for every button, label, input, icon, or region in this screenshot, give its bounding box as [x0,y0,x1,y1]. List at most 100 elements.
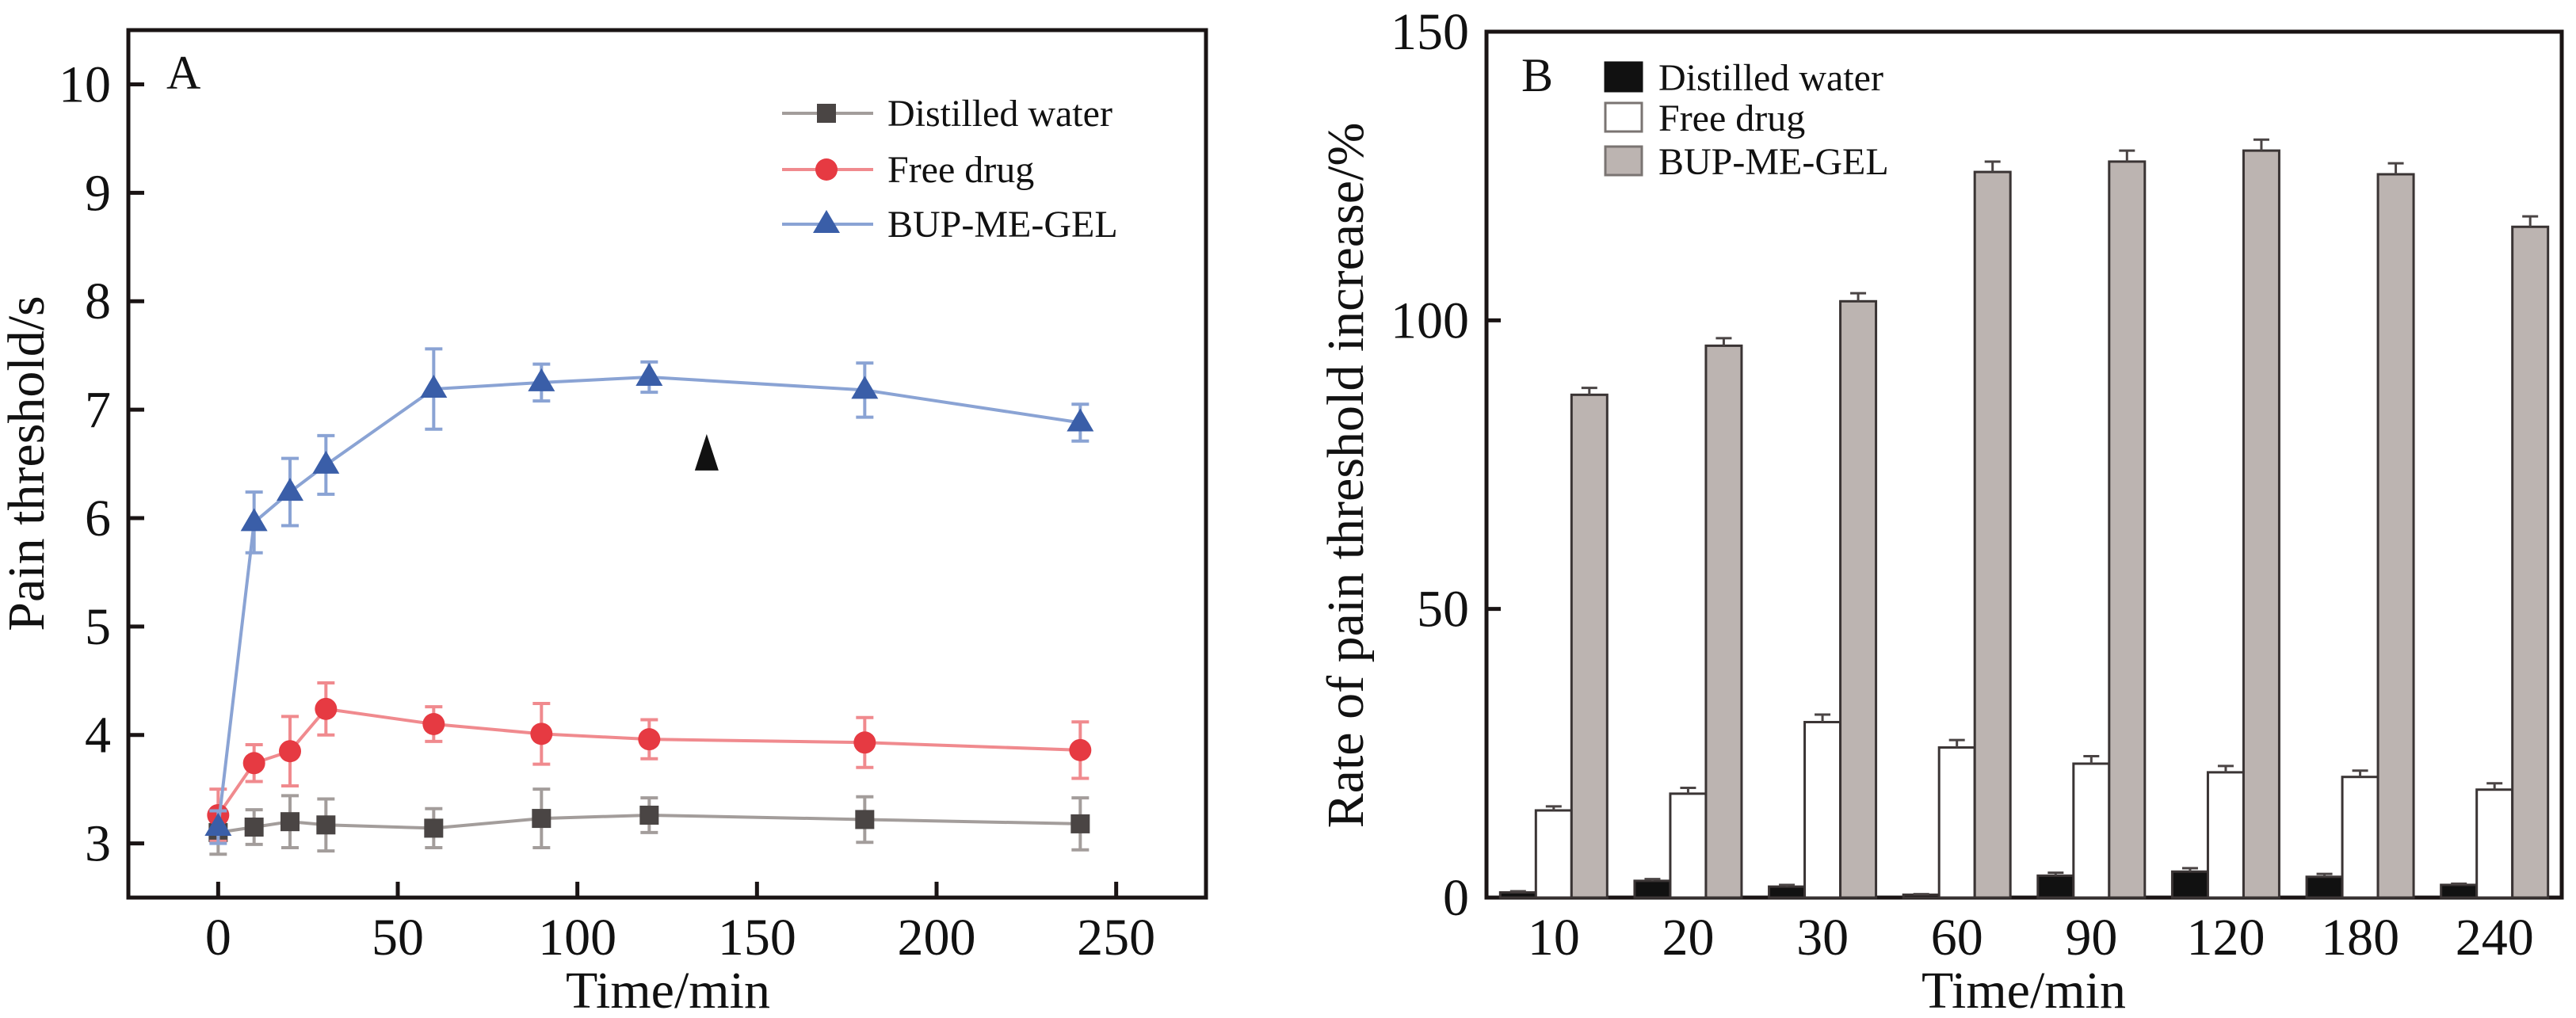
data-point [280,812,300,832]
bar [2475,788,2514,899]
x-tick-label: 60 [1931,909,1983,967]
data-point [204,813,232,837]
legend-label: Free drug [887,149,1034,191]
panel-a-y-axis: 3 4 5 6 7 8 9 10 [59,55,144,873]
panel-a-x-axis-title: Time/min [566,962,770,1018]
panel-a-label: A [166,47,200,99]
bar [2108,160,2147,899]
y-tick-label: 100 [1391,292,1469,349]
data-point [244,818,264,837]
bar [1937,746,1976,899]
legend-label: BUP-ME-GEL [1658,141,1889,183]
x-tick-label: 20 [1662,909,1714,967]
legend-swatch-icon [1604,61,1643,93]
legend-swatch-icon [1604,101,1643,133]
bar [1498,890,1537,899]
panel-b-label: B [1521,49,1553,101]
x-tick-label: 150 [718,909,796,967]
bar [2170,870,2209,899]
data-point [855,810,875,829]
bar [1633,879,1672,899]
bar-series-free-drug [1534,713,2514,899]
y-tick-label: 50 [1417,581,1469,639]
bar [1534,809,1573,899]
bar-series-bup-me-gel [1570,138,2550,899]
data-point [242,752,265,775]
panel-b-bar-chart: B 0 50 100 150 10 20 30 60 90 120 180 240 Rate of … [1317,3,2564,1018]
data-point [532,809,551,829]
legend-label: Distilled water [1658,57,1883,99]
data-point [639,805,659,825]
bar [2511,225,2550,899]
data-point [1069,738,1092,761]
bar [2440,883,2479,899]
panel-a-plot-frame [126,28,1208,900]
panel-a-line-chart: A 3 4 5 6 7 8 9 10 0 50 100 150 200 250 Pain thresho… [0,28,1208,1018]
data-point [851,376,879,399]
data-point [420,375,448,398]
legend-swatch-icon [1604,145,1643,177]
bar [1768,885,1807,899]
x-tick-label: 180 [2321,909,2399,967]
panel-b-y-axis: 0 50 100 150 [1391,3,1501,927]
data-point [240,508,268,532]
x-tick-label: 10 [1528,909,1580,967]
data-point [853,731,876,754]
x-tick-label: 90 [2065,909,2117,967]
legend-label: Free drug [1658,97,1805,139]
panel-a-legend: Distilled water Free drug BUP-ME-GEL [782,93,1118,246]
y-tick-label: 3 [85,815,111,873]
data-point [1067,408,1094,432]
legend-label: Distilled water [887,93,1112,135]
x-tick-label: 30 [1796,909,1849,967]
legend-marker-triangle-icon [813,210,840,233]
panel-a-y-axis-title: Pain threshold/s [0,295,55,631]
y-tick-label: 8 [85,273,111,330]
data-point [1070,814,1090,833]
x-tick-label: 120 [2186,909,2265,967]
y-tick-label: 7 [85,381,111,439]
bar [2036,874,2075,899]
bar [1704,344,1743,899]
x-tick-label: 250 [1077,909,1155,967]
bar [2072,762,2111,899]
bar [1669,792,1708,899]
panel-b-plot-frame [1484,29,2564,900]
data-point [312,450,340,474]
x-tick-label: 100 [538,909,616,967]
panel-b-x-axis-title: Time/min [1922,962,2126,1018]
y-tick-label: 6 [85,490,111,547]
bar [1973,170,2012,899]
data-point [422,713,445,735]
x-tick-label: 200 [898,909,976,967]
data-point [277,478,303,501]
legend-marker-square-icon [817,104,836,123]
bar [2341,776,2379,899]
data-point [279,740,301,763]
x-tick-label: 50 [372,909,424,967]
bar [2242,149,2280,899]
x-tick-label: 0 [205,909,231,967]
bar [2376,173,2415,899]
y-tick-label: 9 [85,164,111,222]
series-bup-me-gel [204,347,1094,845]
bar [2206,771,2245,899]
panel-b-y-axis-title: Rate of pain threshold increase/% [1317,123,1375,829]
y-tick-label: 0 [1443,869,1469,927]
data-point [528,368,555,391]
bar [1839,299,1878,899]
data-point [424,818,444,838]
x-tick-label: 240 [2456,909,2534,967]
y-tick-label: 10 [59,55,111,113]
annotation-triangle-icon [694,433,719,471]
data-point [638,728,661,751]
series-distilled-water [208,787,1090,856]
data-point [315,697,338,720]
panel-b-bars [1498,138,2550,899]
data-point [635,363,663,386]
bar [1803,720,1842,899]
legend-label: BUP-ME-GEL [887,204,1118,246]
panel-a-x-axis: 0 50 100 150 200 250 [205,882,1155,967]
